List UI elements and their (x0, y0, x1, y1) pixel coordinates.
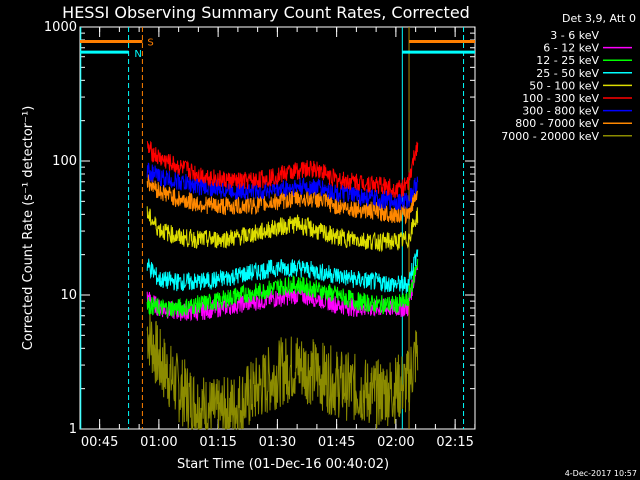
legend-label: 100 - 300 keV (522, 92, 599, 105)
plot-area: 1 10 100 1000 00:45 01:00 01:15 01:30 01:45 02:00… (44, 20, 476, 450)
night-flag-label: N (134, 49, 141, 60)
y-axis-label: Corrected Count Rate (s⁻¹ detector⁻¹) (21, 106, 36, 351)
legend-label: 50 - 100 keV (529, 79, 599, 92)
chart-title: HESSI Observing Summary Count Rates, Cor… (62, 3, 470, 22)
x-tick-label: 01:30 (259, 435, 296, 450)
series-line (146, 310, 419, 430)
legend-label: 12 - 25 keV (536, 54, 599, 67)
legend-title: Det 3,9, Att 0 (562, 12, 636, 25)
legend-label: 7000 - 20000 keV (501, 130, 599, 143)
series-line (146, 162, 419, 211)
x-tick-label: 02:15 (436, 435, 473, 450)
series-line (146, 249, 419, 294)
legend-label: 6 - 12 keV (543, 42, 599, 55)
x-tick-label: 02:00 (377, 435, 414, 450)
legend-label: 300 - 800 keV (522, 105, 599, 118)
x-tick-label: 01:00 (140, 435, 177, 450)
series-line (146, 174, 419, 225)
legend-label: 800 - 7000 keV (515, 117, 599, 130)
x-tick-label: 01:15 (199, 435, 236, 450)
y-tick-label: 1000 (44, 20, 77, 35)
legend-label: 25 - 50 keV (536, 67, 599, 80)
series-line (146, 140, 419, 199)
series-line (146, 206, 419, 253)
timestamp: 4-Dec-2017 10:57 (565, 469, 637, 478)
series-line (146, 258, 419, 318)
x-tick-label: 00:45 (81, 435, 118, 450)
y-tick-label: 100 (52, 154, 77, 169)
x-tick-label: 01:45 (318, 435, 355, 450)
saa-flag-label: S (147, 37, 153, 48)
x-axis-label: Start Time (01-Dec-16 00:40:02) (177, 457, 389, 472)
legend-label: 3 - 6 keV (550, 29, 599, 42)
y-tick-label: 1 (69, 422, 77, 437)
y-tick-label: 10 (60, 288, 77, 303)
